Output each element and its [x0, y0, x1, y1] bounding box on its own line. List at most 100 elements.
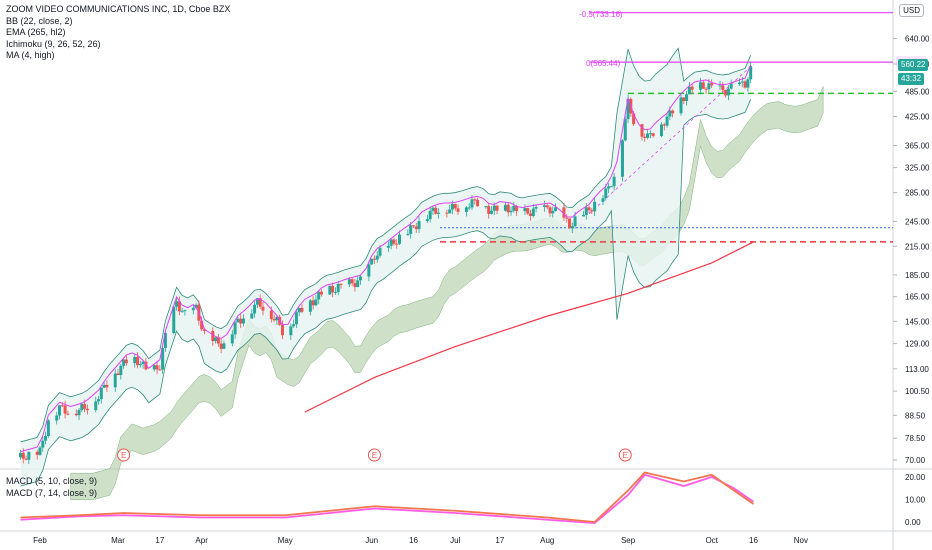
candle-body [255, 298, 259, 305]
candle-body [314, 299, 318, 306]
candle-body [97, 399, 101, 402]
candle-body [233, 322, 237, 335]
indicator-macd-slow[interactable]: MACD (7, 14, close, 9) [6, 487, 98, 498]
candle-body [643, 136, 647, 138]
candle-body [331, 285, 335, 293]
candle-body [701, 82, 705, 89]
candle-body [359, 276, 363, 281]
x-tick-label: 17 [155, 536, 164, 545]
x-tick-label: Apr [195, 536, 208, 545]
candle-body [523, 208, 527, 212]
currency-badge[interactable]: USD [899, 4, 924, 17]
symbol-title: ZOOM VIDEO COMMUNICATIONS INC, 1D, Cboe … [6, 4, 231, 14]
candle-body [601, 198, 605, 202]
candle-body [607, 186, 611, 189]
macd-y-tick-label: 10.00 [905, 496, 926, 505]
candle-body [311, 300, 315, 306]
candle-body [646, 133, 650, 138]
y-tick-label: 285.00 [905, 189, 930, 198]
y-tick-label: 78.50 [905, 434, 926, 443]
ichimoku-cloud [70, 86, 824, 501]
y-tick-label: 145.00 [905, 317, 930, 326]
candle-body [236, 318, 240, 323]
y-tick-label: 165.00 [905, 293, 930, 302]
candle-body [261, 306, 265, 311]
candle-body [175, 301, 179, 307]
bollinger-lower [20, 99, 752, 487]
candle-body [738, 82, 742, 85]
ma-high-line [20, 64, 752, 453]
candle-body [60, 405, 64, 407]
candle-body [180, 310, 184, 312]
candle-body [409, 225, 413, 234]
candle-body [347, 279, 351, 285]
x-tick-label: Jun [365, 536, 378, 545]
fib-label-minus-half: -0.5(733.16) [579, 10, 623, 19]
candle-body [133, 356, 137, 364]
candle-body [609, 186, 613, 188]
candle-body [300, 307, 304, 312]
candle-body [584, 207, 588, 216]
candle-body [177, 301, 181, 312]
candle-body [124, 359, 128, 364]
candle-body [269, 310, 273, 319]
candle-body [292, 324, 296, 327]
candle-body [685, 94, 689, 102]
candle-body [467, 207, 471, 209]
candle-body [506, 204, 510, 213]
candle-body [542, 205, 546, 207]
candle-body [568, 218, 572, 229]
macd-slow-line [20, 471, 754, 523]
candle-body [565, 217, 569, 219]
candle-body [24, 458, 28, 460]
candle-body [726, 88, 730, 96]
earnings-marker-label: E [623, 451, 628, 460]
candle-body [163, 332, 167, 349]
x-tick-label: Nov [794, 536, 808, 545]
candle-body [55, 415, 59, 421]
candle-body [239, 318, 243, 324]
candle-body [353, 283, 357, 288]
y-tick-label: 100.50 [905, 387, 930, 396]
x-tick-label: Mar [111, 536, 125, 545]
candle-body [492, 205, 496, 211]
candle-body [372, 258, 376, 260]
indicator-ma[interactable]: MA (4, high) [6, 50, 55, 60]
y-tick-label: 88.50 [905, 411, 926, 420]
candle-body [138, 363, 142, 366]
candle-body [710, 83, 714, 86]
candle-body [484, 206, 488, 208]
candle-body [74, 413, 78, 416]
candle-body [640, 124, 644, 137]
indicator-ichimoku[interactable]: Ichimoku (9, 26, 52, 26) [6, 38, 101, 49]
candle-body [562, 207, 566, 218]
candle-body [370, 258, 374, 265]
candle-body [545, 205, 549, 208]
candle-body [526, 208, 530, 214]
countdown-badge: 43:32 [898, 73, 925, 85]
candle-body [392, 239, 396, 244]
candle-body [660, 124, 664, 137]
indicator-bb[interactable]: BB (22, close, 2) [6, 15, 73, 26]
candle-body [406, 233, 410, 235]
trend-line [588, 63, 754, 215]
candle-body [116, 373, 120, 376]
candle-body [99, 387, 103, 400]
y-tick-label: 113.00 [905, 365, 929, 374]
candle-body [144, 361, 148, 370]
y-tick-label: 129.00 [905, 340, 930, 349]
candle-body [534, 206, 538, 209]
candle-body [590, 210, 594, 212]
candle-body [417, 221, 421, 230]
indicator-ema[interactable]: EMA (265, hl2) [6, 27, 66, 37]
indicator-macd-fast[interactable]: MACD (5, 10, close, 9) [6, 476, 98, 486]
candle-body [554, 207, 558, 211]
candle-body [570, 226, 574, 229]
candle-body [729, 84, 733, 89]
candle-body [573, 216, 577, 227]
x-tick-label: Sep [621, 536, 636, 545]
candle-body [275, 316, 279, 321]
candle-body [161, 348, 165, 370]
candle-body [375, 255, 379, 260]
